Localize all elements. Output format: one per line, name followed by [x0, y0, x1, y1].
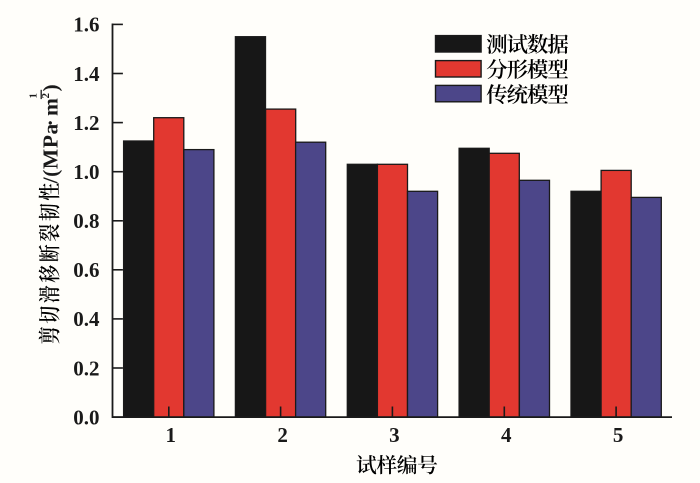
- svg-text:/(MPa: /(MPa: [39, 123, 63, 184]
- svg-text:2: 2: [277, 423, 288, 447]
- svg-text:0.2: 0.2: [73, 356, 99, 380]
- svg-text:0.8: 0.8: [73, 209, 99, 233]
- svg-text:0.6: 0.6: [73, 258, 99, 282]
- svg-text:3: 3: [389, 423, 400, 447]
- svg-text:1.4: 1.4: [73, 62, 100, 86]
- svg-text:0.4: 0.4: [73, 307, 100, 331]
- svg-text:m: m: [39, 98, 63, 116]
- svg-text:·: ·: [39, 119, 63, 126]
- svg-text:1: 1: [28, 93, 40, 99]
- svg-text:): ): [39, 84, 63, 91]
- svg-text:2: 2: [40, 93, 52, 99]
- svg-text:4: 4: [501, 423, 512, 447]
- svg-text:1: 1: [166, 423, 177, 447]
- svg-text:0.0: 0.0: [73, 405, 99, 429]
- svg-text:1.2: 1.2: [73, 111, 99, 135]
- svg-text:1.0: 1.0: [73, 160, 99, 184]
- svg-text:5: 5: [613, 423, 624, 447]
- svg-text:1.6: 1.6: [73, 13, 99, 37]
